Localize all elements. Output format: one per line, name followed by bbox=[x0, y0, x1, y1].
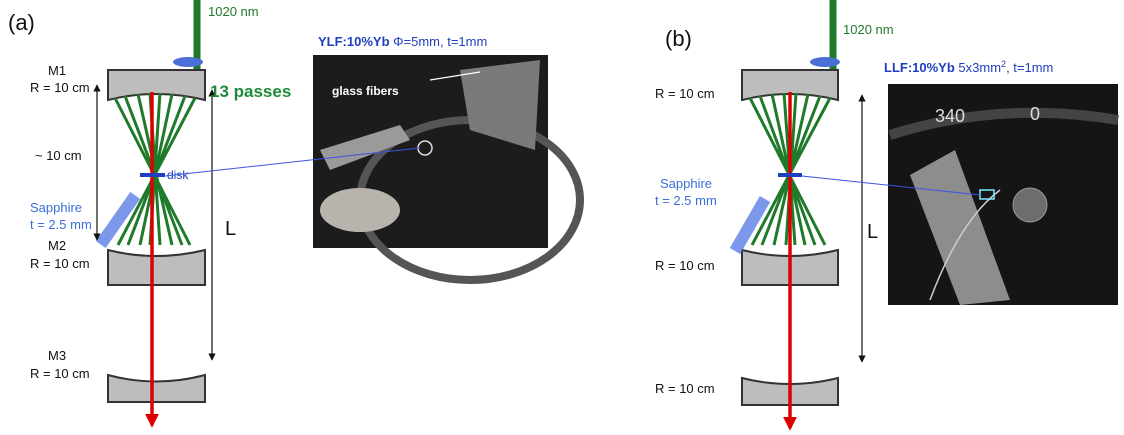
mirror-m2 bbox=[108, 250, 205, 285]
crystal-label: YLF:10%Yb Φ=5mm, t=1mm bbox=[318, 34, 487, 49]
sapphire-label: Sapphire bbox=[660, 176, 712, 191]
screw bbox=[1013, 188, 1047, 222]
r1-label: R = 10 cm bbox=[655, 86, 715, 101]
photo-a: glass fibers bbox=[313, 55, 580, 280]
crystal-name: LLF:10%Yb bbox=[884, 60, 955, 75]
r3-label: R = 10 cm bbox=[655, 381, 715, 396]
r2-label: R = 10 cm bbox=[655, 258, 715, 273]
fibers-label: glass fibers bbox=[332, 84, 399, 98]
panel-label: (a) bbox=[8, 10, 35, 35]
m2-label: M2 bbox=[48, 238, 66, 253]
length-label: L bbox=[225, 218, 236, 240]
photo-b: 340 0 bbox=[888, 84, 1118, 305]
dial-340: 340 bbox=[935, 106, 965, 126]
panel-b: (b) 1020 nm R = 10 cm Sapphire t = 2.5 m… bbox=[655, 0, 1118, 428]
panel-a: (a) 1020 nm M1 R = 10 cm 13 passes ~ 10 … bbox=[8, 0, 580, 425]
m1-radius: R = 10 cm bbox=[30, 80, 90, 95]
lens bbox=[173, 57, 203, 67]
wavelength: 1020 nm bbox=[208, 4, 259, 19]
mirror-m3 bbox=[108, 375, 205, 402]
mirror-m1 bbox=[108, 70, 205, 100]
length-label: L bbox=[867, 221, 878, 243]
crystal-spec: 5x3mm bbox=[958, 60, 1001, 75]
plate bbox=[320, 188, 400, 232]
panel-label: (b) bbox=[665, 26, 692, 51]
crystal-label: LLF:10%Yb 5x3mm2, t=1mm bbox=[884, 59, 1053, 75]
m1-label: M1 bbox=[48, 63, 66, 78]
spacing-label: ~ 10 cm bbox=[35, 148, 82, 163]
crystal-name: YLF:10%Yb bbox=[318, 34, 390, 49]
sapphire-plate bbox=[96, 192, 140, 248]
figure: (a) 1020 nm M1 R = 10 cm 13 passes ~ 10 … bbox=[0, 0, 1124, 435]
dial-0: 0 bbox=[1030, 104, 1040, 124]
sapphire-thickness: t = 2.5 mm bbox=[30, 217, 92, 232]
lens bbox=[810, 57, 840, 67]
crystal-spec: Φ=5mm, t=1mm bbox=[393, 34, 487, 49]
m3-label: M3 bbox=[48, 348, 66, 363]
wavelength: 1020 nm bbox=[843, 22, 894, 37]
m3-radius: R = 10 cm bbox=[30, 366, 90, 381]
crystal-spec-rest: , t=1mm bbox=[1006, 60, 1053, 75]
sapphire-thickness: t = 2.5 mm bbox=[655, 193, 717, 208]
passes: 13 passes bbox=[210, 82, 291, 101]
sapphire-label: Sapphire bbox=[30, 200, 82, 215]
m2-radius: R = 10 cm bbox=[30, 256, 90, 271]
